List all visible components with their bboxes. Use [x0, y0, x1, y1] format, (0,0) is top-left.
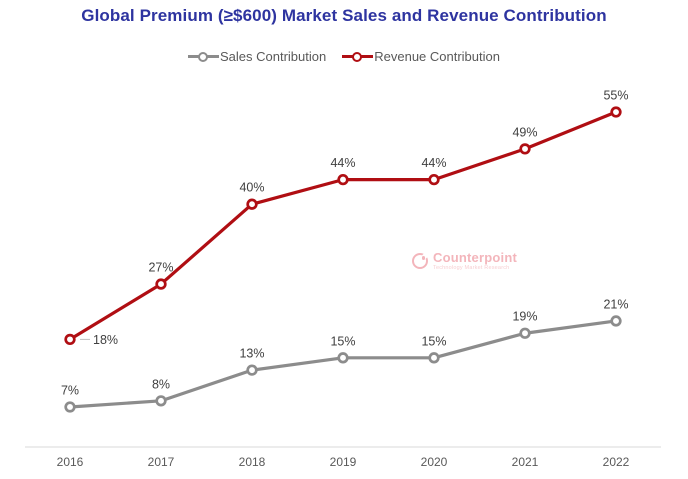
data-point-marker: [610, 315, 622, 327]
data-label: 7%: [61, 383, 79, 397]
data-label: 18%: [93, 333, 118, 347]
data-point-marker: [155, 278, 167, 290]
data-label: 8%: [152, 377, 170, 391]
data-point-marker: [519, 327, 531, 339]
revenue-series-marker-icon: [342, 51, 374, 63]
x-axis-tick-label: 2017: [148, 455, 175, 469]
data-point-marker: [337, 352, 349, 364]
watermark-tagline: Technology Market Research: [433, 264, 510, 271]
legend-circle-icon: [198, 51, 208, 62]
data-point-marker: [246, 364, 258, 376]
chart-legend: Sales Contribution Revenue Contribution: [0, 49, 688, 64]
data-label: 15%: [330, 334, 355, 348]
data-label: 21%: [603, 297, 628, 311]
logo-dot: [421, 256, 425, 260]
data-point-marker: [610, 106, 622, 118]
data-point-marker: [519, 143, 531, 155]
sales-series-marker-icon: [188, 51, 219, 63]
counterpoint-logo-icon: [412, 251, 430, 269]
data-point-marker: [428, 173, 440, 186]
data-point-marker: [337, 173, 349, 186]
x-axis-tick-label: 2018: [239, 455, 266, 469]
x-axis-tick-label: 2020: [421, 455, 448, 469]
legend-label-sales: Sales Contribution: [220, 49, 327, 64]
data-label: 27%: [148, 261, 173, 275]
data-label: 55%: [603, 89, 628, 103]
x-axis-tick-label: 2016: [57, 455, 84, 469]
data-label: 44%: [421, 156, 446, 170]
data-point-marker: [428, 352, 440, 364]
data-label: 15%: [421, 334, 446, 348]
legend-item-revenue: Revenue Contribution: [342, 49, 500, 64]
x-axis-tick-label: 2022: [603, 455, 630, 469]
legend-item-sales: Sales Contribution: [188, 49, 326, 64]
data-point-marker: [64, 333, 76, 346]
data-label: 19%: [512, 310, 537, 324]
counterpoint-watermark: Counterpoint Technology Market Research: [412, 251, 517, 271]
legend-label-revenue: Revenue Contribution: [374, 49, 500, 64]
legend-circle-icon: [352, 51, 363, 62]
data-point-marker: [246, 198, 258, 210]
watermark-name: Counterpoint: [433, 250, 517, 265]
chart-title: Global Premium (≥$600) Market Sales and …: [81, 6, 607, 25]
data-point-marker: [64, 401, 76, 413]
x-axis-tick-label: 2019: [330, 455, 357, 469]
data-label: 13%: [239, 347, 264, 361]
data-label: 40%: [239, 181, 264, 195]
data-label: 44%: [330, 156, 355, 170]
data-label: 49%: [512, 125, 537, 139]
x-axis-tick-label: 2021: [512, 455, 539, 469]
series-line: [68, 110, 618, 341]
data-point-marker: [155, 395, 167, 407]
